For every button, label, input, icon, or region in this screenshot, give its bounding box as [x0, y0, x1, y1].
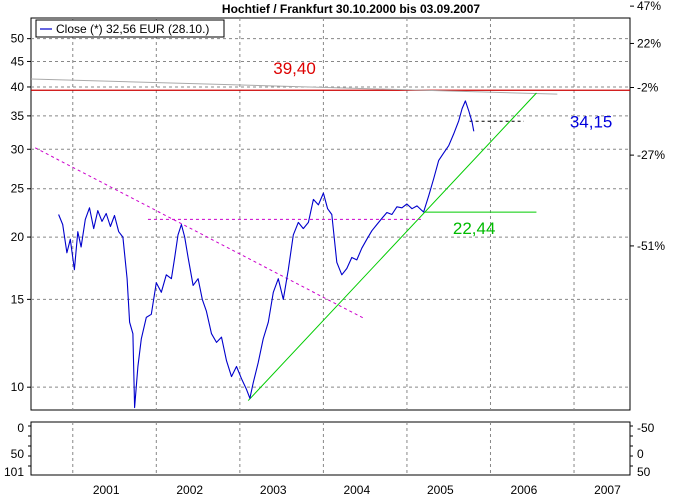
- overlay-lines: [30, 78, 630, 401]
- annotations: 39,40 34,15 22,44: [273, 59, 612, 238]
- legend-label: Close (*) 32,56 EUR (28.10.): [56, 22, 209, 36]
- y-tick-label: 30: [11, 142, 25, 156]
- left-axis: 10 15 20 25 30 35 40 45 50: [11, 32, 31, 394]
- sub-panel-axis: 0 50 101 -50 0 50: [4, 421, 655, 479]
- overlay-line-downtrend: [34, 147, 366, 320]
- y2-tick-label: 22%: [637, 36, 661, 50]
- annotation-label: 22,44: [453, 219, 496, 238]
- x-tick-label: 2002: [176, 483, 203, 497]
- grid: [31, 18, 630, 475]
- price-series: [58, 100, 475, 409]
- y-tick-label: 25: [11, 182, 25, 196]
- y-tick-label: 40: [11, 80, 25, 94]
- annotation-label: 39,40: [273, 59, 316, 78]
- y2-tick-label: -51%: [637, 239, 665, 253]
- y2-tick-label: 47%: [637, 0, 661, 13]
- x-tick-label: 2005: [427, 483, 454, 497]
- sub-right-tick-label: 50: [637, 465, 651, 479]
- chart-title: Hochtief / Frankfurt 30.10.2000 bis 03.0…: [222, 2, 480, 16]
- legend-box: [35, 19, 225, 38]
- x-tick-label: 2006: [511, 483, 538, 497]
- sub-left-tick-label: 0: [17, 421, 24, 435]
- series-line: [58, 100, 475, 409]
- right-axis: 144%120%96%71%47%22%-2%-27%-51%: [630, 0, 665, 253]
- x-axis: 2001 2002 2003 2004 2005 2006 2007: [93, 483, 621, 497]
- sub-left-tick-label: 101: [4, 465, 24, 479]
- y2-tick-label: -27%: [637, 148, 665, 162]
- overlay-line-support-uptrend: [247, 92, 537, 401]
- legend: Close (*) 32,56 EUR (28.10.): [35, 19, 225, 38]
- y-tick-label: 45: [11, 54, 25, 68]
- x-tick-label: 2004: [343, 483, 370, 497]
- sub-left-tick-label: 50: [11, 447, 25, 461]
- y2-tick-label: -2%: [637, 81, 659, 95]
- y-tick-label: 20: [11, 230, 25, 244]
- x-tick-label: 2001: [93, 483, 120, 497]
- y-tick-label: 35: [11, 109, 25, 123]
- sub-right-tick-label: 0: [637, 447, 644, 461]
- sub-plot-frame: [30, 421, 631, 476]
- x-tick-label: 2007: [594, 483, 621, 497]
- overlay-line-upper-trendline: [30, 78, 558, 95]
- y-tick-label: 50: [11, 32, 25, 46]
- y-tick-label: 10: [11, 380, 25, 394]
- x-tick-label: 2003: [260, 483, 287, 497]
- main-plot-frame: [30, 17, 631, 411]
- annotation-label: 34,15: [570, 112, 613, 131]
- sub-right-tick-label: -50: [637, 421, 655, 435]
- y-tick-label: 15: [11, 292, 25, 306]
